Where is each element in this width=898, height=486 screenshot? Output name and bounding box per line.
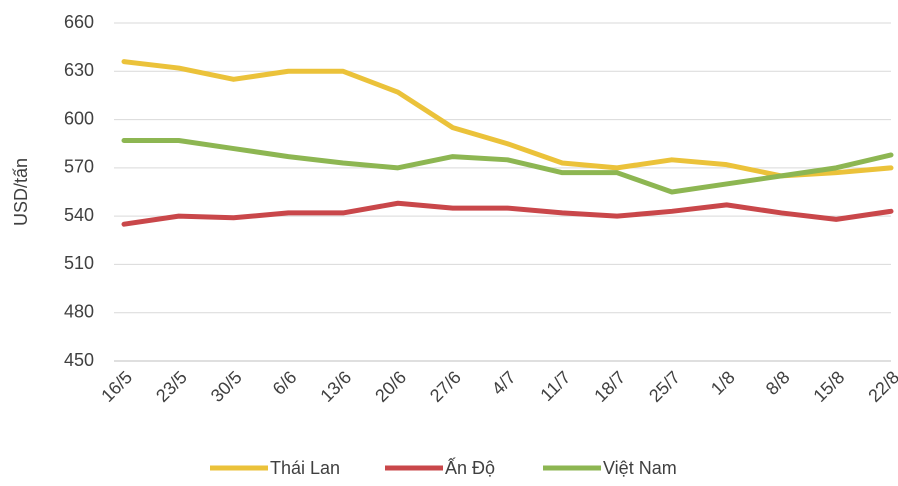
x-tick-label: 22/8 [864, 367, 898, 406]
x-tick-label: 15/8 [809, 367, 848, 406]
y-tick-label: 660 [64, 12, 94, 32]
x-tick-label: 30/5 [207, 367, 246, 406]
x-tick-label: 18/7 [590, 367, 629, 406]
line-series [121, 137, 894, 195]
x-tick-label: 1/8 [707, 367, 739, 399]
line-series [121, 59, 894, 179]
y-tick-label: 540 [64, 205, 94, 225]
y-axis-label: USD/tấn [11, 158, 31, 226]
legend-label: Việt Nam [603, 458, 677, 478]
x-tick-label: 6/6 [269, 367, 301, 399]
x-tick-label: 16/5 [97, 367, 136, 406]
y-tick-label: 600 [64, 108, 94, 128]
y-tick-label: 510 [64, 253, 94, 273]
x-tick-label: 8/8 [762, 367, 794, 399]
line-series [121, 200, 894, 227]
y-tick-label: 480 [64, 301, 94, 321]
x-tick-label: 20/6 [371, 367, 410, 406]
legend-label: Thái Lan [270, 458, 340, 478]
legend-label: Ấn Độ [445, 457, 495, 478]
x-tick-label: 27/6 [426, 367, 465, 406]
x-tick-label: 4/7 [488, 367, 520, 399]
x-tick-label: 25/7 [645, 367, 684, 406]
y-tick-label: 570 [64, 157, 94, 177]
x-tick-label: 23/5 [152, 367, 191, 406]
y-tick-label: 450 [64, 350, 94, 370]
x-tick-label: 13/6 [316, 367, 355, 406]
y-tick-label: 630 [64, 60, 94, 80]
x-tick-label: 11/7 [536, 367, 574, 405]
